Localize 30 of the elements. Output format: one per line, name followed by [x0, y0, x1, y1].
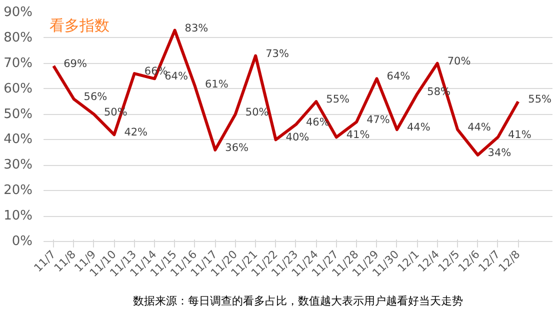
text: 56%	[84, 91, 108, 104]
text: 55%	[528, 94, 552, 106]
y-tick-label: 20%	[4, 183, 33, 198]
text: 41%	[346, 129, 370, 142]
text: 70%	[447, 55, 471, 68]
text: 69%	[64, 58, 87, 70]
y-tick-label: 0%	[12, 234, 32, 249]
y-tick-label: 10%	[4, 208, 33, 224]
text: 41%	[508, 129, 532, 142]
text: 73%	[266, 48, 289, 60]
text: 34%	[488, 146, 512, 159]
text: 55%	[326, 94, 350, 106]
y-tick-label: 70%	[4, 56, 33, 71]
text: 40%	[286, 132, 310, 144]
y-tick-label: 60%	[4, 81, 33, 96]
text: 47%	[366, 114, 390, 126]
y-tick-label: 80%	[4, 30, 33, 46]
text: 36%	[225, 142, 249, 154]
y-tick-label: 30%	[4, 158, 33, 173]
text: 44%	[406, 122, 430, 134]
y-tick-label: 50%	[4, 106, 33, 122]
text: 83%	[184, 22, 208, 34]
text: 64%	[386, 70, 410, 83]
y-tick-label: 90%	[4, 5, 33, 20]
y-tick-label: 40%	[4, 132, 33, 148]
source-note: 数据来源：每日调查的看多占比，数值越大表示用户越看好当天走势	[133, 294, 463, 308]
chart-title: 看多指数	[50, 16, 110, 34]
text: 42%	[124, 126, 148, 139]
text: 61%	[204, 78, 228, 90]
text: 44%	[468, 122, 491, 134]
